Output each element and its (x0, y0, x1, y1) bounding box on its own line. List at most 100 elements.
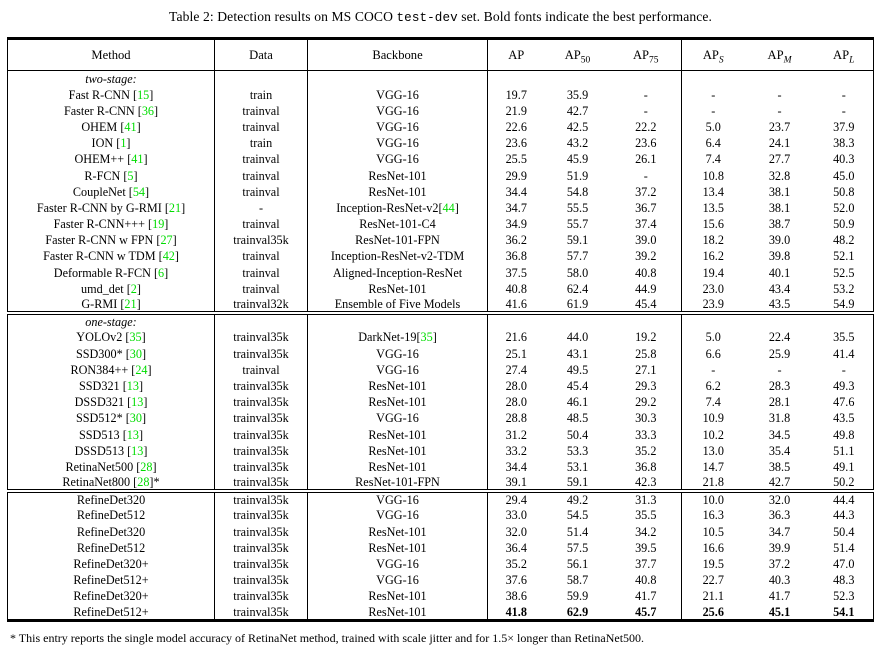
caption-code-text: test-dev (396, 11, 458, 25)
value-cell: 16.3 (702, 508, 724, 523)
method-cell: Fast R-CNN [15] (7, 86, 215, 103)
value-cell: 47.0 (833, 557, 855, 571)
citation-link[interactable]: 35 (129, 330, 142, 345)
value-cell: 48.5 (566, 411, 589, 426)
value-cell: 10.5 (702, 524, 724, 539)
value-cell: 38.7 (768, 217, 791, 232)
table-row: DSSD513 [13] trainval35k ResNet-101 33.2 53.… (7, 442, 874, 459)
data-cell: trainval35k (214, 232, 308, 249)
backbone-name: Aligned-Inception-ResNet (332, 265, 463, 280)
value-cell: 25.8 (610, 345, 682, 362)
column-header-label: AP (508, 47, 525, 62)
column-header-apm: APM (744, 38, 815, 71)
citation-link[interactable]: 5 (127, 168, 134, 183)
data-cell: trainval35k (214, 329, 308, 346)
citation-link[interactable]: 13 (131, 443, 144, 458)
value-cell: 41.6 (505, 297, 527, 311)
value-cell: 42.7 (566, 103, 589, 118)
citation-link[interactable]: 15 (137, 87, 150, 102)
citation-link[interactable]: 36 (141, 103, 154, 118)
citation-link[interactable]: 28 (137, 475, 150, 490)
method-cell: RetinaNet500 [28] (7, 459, 215, 476)
value-cell: 48.3 (833, 573, 855, 588)
citation-link[interactable]: 13 (126, 427, 139, 442)
table-row: Deformable R-FCN [6] trainval Aligned-Ince… (7, 264, 874, 281)
method-cell: SSD512* [30] (7, 410, 215, 427)
value-cell: 37.7 (610, 556, 682, 573)
value-cell: 52.5 (833, 265, 855, 280)
backbone-cell: ResNet-101 (307, 459, 488, 476)
value-cell: - (841, 87, 846, 102)
backbone-cell: ResNet-101 (307, 426, 488, 443)
citation-link[interactable]: 1 (120, 136, 127, 151)
value-cell: 34.4 (505, 184, 527, 199)
citation-link[interactable]: 2 (130, 281, 137, 296)
empty-cell (544, 311, 611, 330)
method-name: RefineDet512+ (73, 573, 149, 588)
value-cell: 51.1 (833, 443, 855, 458)
table-row: YOLOv2 [35] trainval35k DarkNet-19[35] 21.6… (7, 329, 874, 346)
value-cell: 58.7 (566, 573, 589, 588)
value-cell: 27.4 (505, 362, 527, 377)
citation-link[interactable]: 28 (140, 459, 153, 474)
backbone-name: VGG-16 (376, 573, 419, 588)
backbone-cell: VGG-16 (307, 361, 488, 379)
method-name: SSD512* (75, 411, 123, 426)
value-cell: 6.6 (705, 346, 721, 361)
citation-link[interactable]: 54 (132, 184, 146, 199)
citation-link[interactable]: 13 (126, 378, 139, 393)
method-cell: DSSD321 [13] (7, 394, 215, 411)
value-cell: 36.7 (610, 200, 682, 217)
method-name: DSSD321 (74, 395, 125, 410)
value-cell: 29.2 (610, 394, 682, 411)
value-cell: - (711, 103, 716, 118)
citation-link[interactable]: 19 (152, 217, 165, 232)
value-cell: 10.2 (702, 427, 724, 442)
citation-link[interactable]: 13 (131, 395, 144, 410)
data-cell: trainval35k (214, 523, 308, 540)
value-cell: 37.2 (768, 557, 791, 571)
citation-link[interactable]: 24 (135, 362, 148, 377)
value-cell: 32.8 (768, 168, 791, 183)
citation-link[interactable]: 21 (168, 200, 182, 215)
table-header: Method Data Backbone AP AP50 AP75 APS APM APL (7, 38, 874, 71)
backbone-cell: ResNet-101 (307, 378, 488, 395)
value-cell: 23.0 (702, 281, 724, 296)
value-cell: 43.5 (768, 297, 791, 311)
method-name: umd_det (81, 281, 124, 296)
citation-link[interactable]: 21 (124, 297, 137, 311)
citation-link[interactable]: 42 (162, 249, 175, 264)
citation-link[interactable]: 27 (160, 233, 173, 248)
citation-link[interactable]: 41 (131, 152, 144, 167)
citation-link[interactable]: 30 (129, 411, 142, 426)
citation-link[interactable]: 30 (129, 346, 142, 361)
method-cell: Deformable R-FCN [6] (7, 264, 215, 281)
value-cell: 45.9 (566, 152, 589, 167)
value-cell: 10.9 (702, 411, 724, 426)
citation-link[interactable]: 41 (124, 119, 137, 134)
data-cell: trainval35k (214, 489, 308, 508)
value-cell: 21.9 (505, 103, 527, 118)
method-name: RefineDet512 (76, 508, 146, 523)
column-header-apl: APL (814, 38, 874, 71)
value-cell: - (711, 87, 716, 102)
value-cell: 6.2 (705, 378, 721, 393)
citation-link[interactable]: 35 (420, 330, 433, 345)
citation-link[interactable]: 6 (158, 265, 165, 280)
method-name: Faster R-CNN w FPN (45, 233, 154, 248)
table-caption: Table 2: Detection results on MS COCO te… (0, 9, 881, 25)
value-cell: 31.2 (505, 427, 527, 442)
value-cell: 22.4 (768, 330, 791, 345)
backbone-cell: Ensemble of Five Models (307, 297, 488, 314)
column-header-ap75: AP75 (610, 38, 682, 71)
footnote-marker: * (10, 631, 16, 646)
table-row: OHEM++ [41] trainval VGG-16 25.5 45.9 26.1 7.4… (7, 151, 874, 168)
value-cell: 23.6 (610, 135, 682, 152)
citation-link[interactable]: 44 (442, 200, 455, 215)
column-header-label: Backbone (372, 47, 423, 62)
table-row: R-FCN [5] trainval ResNet-101 29.9 51.9 - 10.8… (7, 167, 874, 184)
table-row: OHEM [41] trainval VGG-16 22.6 42.5 22.2 5.0 23… (7, 119, 874, 136)
backbone-name: ResNet-101 (368, 589, 427, 604)
backbone-name: VGG-16 (376, 87, 419, 102)
method-name: DSSD513 (74, 443, 125, 458)
